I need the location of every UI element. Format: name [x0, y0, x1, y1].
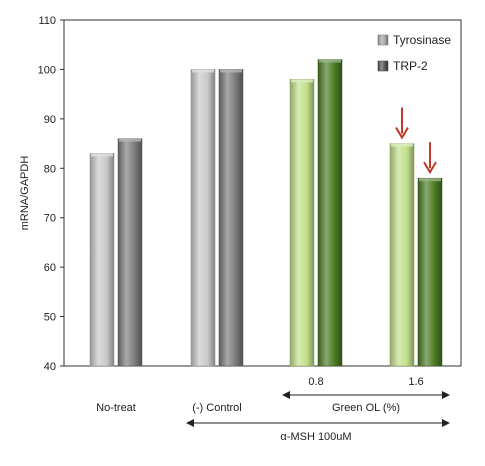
bar-top-highlight [220, 69, 242, 73]
bar-tyrosinase-3 [289, 79, 315, 367]
y-tick-label: 50 [44, 312, 56, 324]
bar-trp-2-2 [218, 69, 244, 367]
y-tick-label: 40 [44, 361, 56, 373]
bar-tyrosinase-1 [89, 153, 115, 367]
bar-top-highlight [119, 138, 141, 142]
bar-top-highlight [192, 69, 214, 73]
green-ol-label: Green OL (%) [332, 402, 400, 414]
legend-label: Tyrosinase [393, 33, 451, 47]
bar-trp-2-1 [117, 138, 143, 367]
y-tick-label: 100 [38, 64, 56, 76]
bar-tyrosinase-2 [190, 69, 216, 367]
dose-label: 1.6 [408, 376, 423, 388]
legend: Tyrosinase TRP-2 [377, 33, 451, 73]
x-category-label: No-treat [96, 402, 136, 414]
legend-swatch-trp-2 [377, 60, 389, 72]
x-category-label: (-) Control [192, 402, 242, 414]
bar-top-highlight [91, 153, 113, 157]
highlight-arrowhead [423, 161, 437, 175]
bar-top-highlight [319, 59, 341, 63]
bar-trp-2-4 [417, 177, 443, 367]
y-axis-label: mRNA/GAPDH [19, 156, 31, 231]
msh-label: α-MSH 100uM [280, 431, 351, 443]
bar-trp-2-3 [317, 59, 343, 367]
highlight-arrowhead [395, 127, 409, 140]
annotations: Green OL (%) α-MSH 100uM [186, 107, 450, 443]
plot-area [63, 19, 462, 367]
y-tick-label: 90 [44, 114, 56, 126]
y-tick-label: 70 [44, 213, 56, 225]
dose-label: 0.8 [308, 376, 323, 388]
bar-top-highlight [391, 143, 413, 147]
bar-tyrosinase-4 [389, 143, 415, 367]
y-axis: 40 50 60 70 80 90 100 110 mRNA/GAPDH [19, 15, 64, 373]
y-tick-label: 110 [38, 15, 56, 27]
bar-top-highlight [291, 79, 313, 83]
bar-top-highlight [419, 178, 441, 182]
bars [89, 59, 443, 367]
y-tick-label: 60 [44, 262, 56, 274]
y-tick-label: 80 [44, 163, 56, 175]
x-axis-labels: No-treat (-) Control 0.8 1.6 [96, 376, 424, 414]
legend-label: TRP-2 [393, 59, 428, 73]
legend-swatch-tyrosinase [377, 34, 389, 46]
